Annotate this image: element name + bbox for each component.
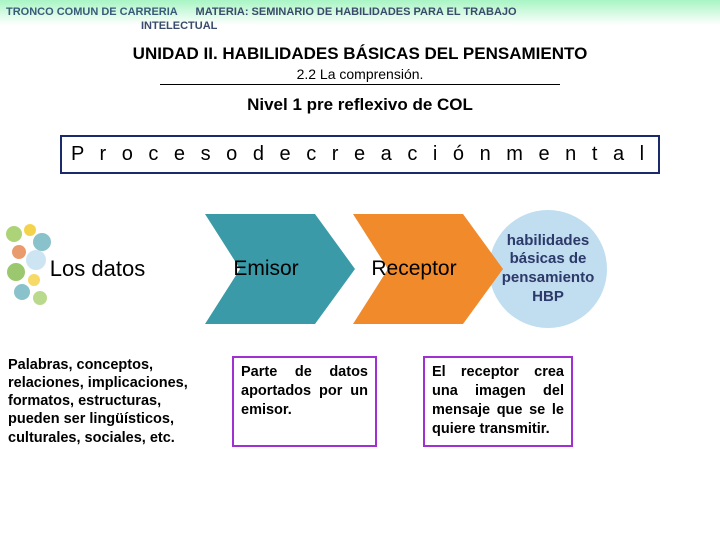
process-box: P r o c e s o d e c r e a c i ó n m e n … — [60, 135, 660, 174]
chevron-emisor: Emisor — [205, 214, 335, 324]
header-band: TRONCO COMUN DE CARRERIA MATERIA: SEMINA… — [0, 0, 720, 42]
header-materia: MATERIA: SEMINARIO DE HABILIDADES PARA E… — [196, 6, 517, 18]
desc-emisor: Parte de datos aportados por un emisor. — [232, 356, 377, 447]
dots-decoration-icon — [4, 222, 54, 312]
unit-title: UNIDAD II. HABILIDADES BÁSICAS DEL PENSA… — [0, 44, 720, 64]
title-underline — [160, 84, 560, 85]
header-intelectual: INTELECTUAL — [141, 20, 714, 32]
desc-receptor: El receptor crea una imagen del mensaje … — [423, 356, 573, 447]
chevron-receptor: Receptor — [353, 214, 483, 324]
level-title: Nivel 1 pre reflexivo de COL — [0, 95, 720, 115]
subsection-title: 2.2 La comprensión. — [0, 66, 720, 82]
hbp-circle: habilidades básicas de pensamiento HBP — [489, 210, 607, 328]
desc-datos: Palabras, conceptos, relaciones, implica… — [8, 356, 198, 447]
descriptions-row: Palabras, conceptos, relaciones, implica… — [0, 334, 720, 447]
chevron-emisor-label: Emisor — [233, 257, 298, 281]
diagram-row: Los datos Emisor Receptor habilidades bá… — [0, 204, 720, 334]
header-tronco: TRONCO COMUN DE CARRERIA — [6, 6, 178, 18]
chevron-receptor-label: Receptor — [371, 257, 456, 281]
